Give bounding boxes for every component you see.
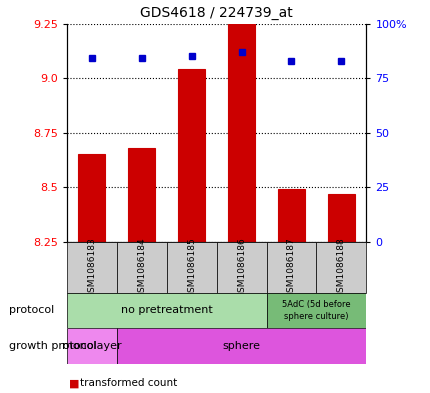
Bar [67, 293, 266, 328]
Text: sphere: sphere [222, 341, 260, 351]
Text: 5AdC (5d before
sphere culture): 5AdC (5d before sphere culture) [282, 300, 350, 321]
Bar [117, 328, 366, 364]
Bar [178, 70, 205, 242]
Text: growth protocol: growth protocol [9, 341, 96, 351]
Bar [316, 242, 366, 293]
Bar [128, 148, 155, 242]
Bar [327, 194, 354, 242]
Text: GSM1086187: GSM1086187 [286, 237, 295, 298]
Bar [166, 242, 216, 293]
Title: GDS4618 / 224739_at: GDS4618 / 224739_at [140, 6, 292, 20]
Bar [277, 189, 304, 242]
Bar [227, 24, 255, 242]
Text: GSM1086183: GSM1086183 [87, 237, 96, 298]
Text: GSM1086186: GSM1086186 [237, 237, 246, 298]
Text: ■: ■ [69, 378, 79, 388]
Text: no pretreatment: no pretreatment [120, 305, 212, 316]
Bar [67, 328, 117, 364]
Bar [266, 293, 366, 328]
Bar [266, 242, 316, 293]
Text: protocol: protocol [9, 305, 54, 316]
Bar [67, 242, 117, 293]
Bar [117, 242, 166, 293]
Text: transformed count: transformed count [80, 378, 177, 388]
Text: GSM1086185: GSM1086185 [187, 237, 196, 298]
Text: monolayer: monolayer [62, 341, 121, 351]
Bar [78, 154, 105, 242]
Text: GSM1086184: GSM1086184 [137, 237, 146, 298]
Text: GSM1086188: GSM1086188 [336, 237, 345, 298]
Bar [216, 242, 266, 293]
